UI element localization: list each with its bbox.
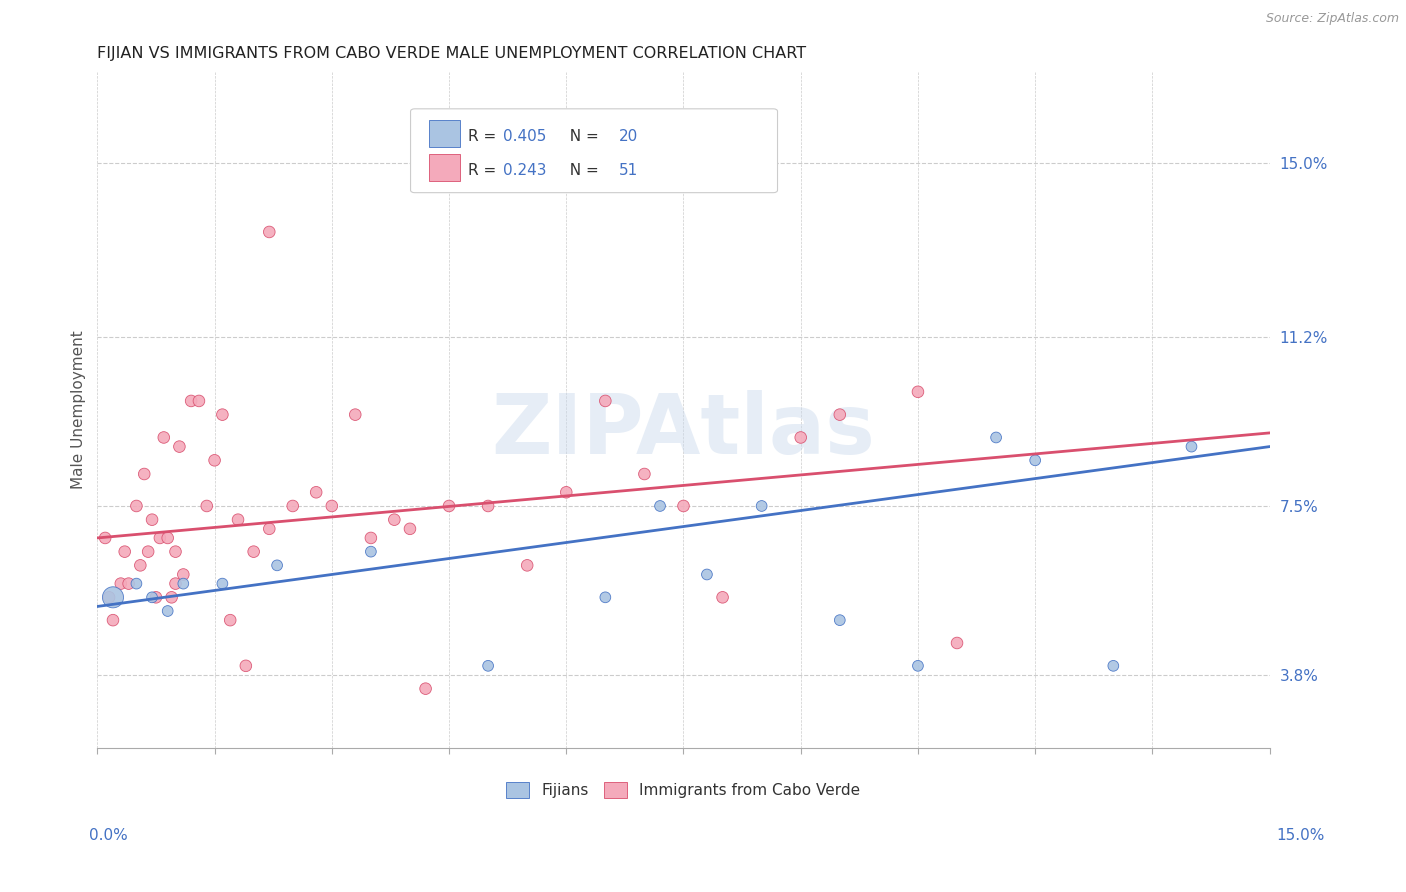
Point — [156, 604, 179, 618]
Point — [125, 499, 148, 513]
Point — [437, 499, 460, 513]
Point — [382, 513, 405, 527]
Legend: Fijians, Immigrants from Cabo Verde: Fijians, Immigrants from Cabo Verde — [501, 776, 866, 805]
Text: ZIPAtlas: ZIPAtlas — [492, 390, 876, 471]
Point — [672, 499, 695, 513]
Point — [141, 513, 163, 527]
Point — [195, 499, 218, 513]
Text: N =: N = — [560, 129, 603, 144]
Point — [946, 636, 969, 650]
Point — [360, 544, 382, 558]
Point — [156, 531, 179, 545]
Text: 20: 20 — [619, 129, 638, 144]
Point — [129, 558, 152, 573]
Point — [94, 531, 117, 545]
Point — [211, 576, 233, 591]
Text: 0.0%: 0.0% — [89, 829, 128, 843]
Point — [136, 544, 159, 558]
Point — [305, 485, 328, 500]
Point — [117, 576, 139, 591]
Point — [259, 225, 281, 239]
Text: 0.243: 0.243 — [503, 163, 547, 178]
Text: Source: ZipAtlas.com: Source: ZipAtlas.com — [1265, 12, 1399, 25]
Point — [266, 558, 288, 573]
Point — [399, 522, 422, 536]
Point — [114, 544, 136, 558]
Point — [672, 179, 695, 194]
Point — [321, 499, 343, 513]
Point — [152, 430, 174, 444]
Point — [477, 658, 499, 673]
Point — [477, 499, 499, 513]
Point — [242, 544, 264, 558]
Point — [172, 576, 194, 591]
Point — [415, 681, 437, 696]
Point — [169, 440, 191, 454]
Point — [125, 576, 148, 591]
Point — [160, 591, 183, 605]
Point — [235, 658, 257, 673]
Point — [633, 467, 655, 481]
Text: FIJIAN VS IMMIGRANTS FROM CABO VERDE MALE UNEMPLOYMENT CORRELATION CHART: FIJIAN VS IMMIGRANTS FROM CABO VERDE MAL… — [97, 46, 807, 62]
Point — [751, 499, 773, 513]
Point — [595, 591, 617, 605]
Point — [790, 430, 813, 444]
Text: R =: R = — [468, 163, 502, 178]
Point — [211, 408, 233, 422]
Point — [360, 531, 382, 545]
Point — [696, 567, 718, 582]
Point — [648, 499, 671, 513]
Point — [226, 513, 249, 527]
Point — [98, 591, 121, 605]
Text: 15.0%: 15.0% — [1277, 829, 1324, 843]
Y-axis label: Male Unemployment: Male Unemployment — [72, 331, 86, 490]
Point — [134, 467, 156, 481]
Point — [516, 558, 538, 573]
Point — [204, 453, 226, 467]
Point — [344, 408, 367, 422]
Point — [907, 384, 929, 399]
Point — [259, 522, 281, 536]
Point — [907, 658, 929, 673]
Point — [180, 393, 202, 408]
Text: 51: 51 — [619, 163, 638, 178]
Text: N =: N = — [560, 163, 603, 178]
Point — [1102, 658, 1125, 673]
Point — [101, 613, 124, 627]
Point — [984, 430, 1007, 444]
Point — [219, 613, 242, 627]
Point — [1180, 440, 1202, 454]
Point — [141, 591, 163, 605]
Point — [595, 393, 617, 408]
Point — [165, 576, 187, 591]
Point — [145, 591, 167, 605]
Point — [828, 613, 851, 627]
Point — [1024, 453, 1046, 467]
Point — [187, 393, 209, 408]
Point — [281, 499, 304, 513]
Point — [101, 591, 124, 605]
Text: R =: R = — [468, 129, 502, 144]
Point — [828, 408, 851, 422]
Point — [110, 576, 132, 591]
Point — [149, 531, 172, 545]
Point — [165, 544, 187, 558]
Text: 0.405: 0.405 — [503, 129, 547, 144]
Point — [711, 591, 734, 605]
Point — [555, 485, 578, 500]
Point — [172, 567, 194, 582]
